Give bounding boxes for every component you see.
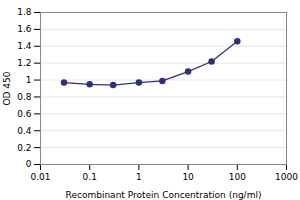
svg-text:10: 10: [182, 172, 194, 182]
svg-text:100: 100: [229, 172, 246, 182]
svg-text:1.8: 1.8: [17, 7, 32, 17]
svg-text:0.2: 0.2: [17, 142, 31, 152]
svg-text:0.01: 0.01: [30, 172, 50, 182]
svg-text:1: 1: [26, 75, 32, 85]
svg-text:1.4: 1.4: [17, 41, 32, 51]
svg-text:1.2: 1.2: [17, 58, 31, 68]
svg-text:0.1: 0.1: [83, 172, 97, 182]
svg-text:1000: 1000: [275, 172, 298, 182]
svg-text:0: 0: [26, 159, 32, 169]
svg-text:1: 1: [136, 172, 142, 182]
svg-text:1.6: 1.6: [17, 24, 32, 34]
svg-text:0.8: 0.8: [17, 92, 32, 102]
svg-text:0.4: 0.4: [17, 126, 32, 136]
svg-text:Recombinant Protein Concentrat: Recombinant Protein Concentration (ng/ml…: [66, 190, 262, 200]
svg-text:0.6: 0.6: [17, 109, 32, 119]
svg-text:OD 450: OD 450: [2, 71, 12, 105]
